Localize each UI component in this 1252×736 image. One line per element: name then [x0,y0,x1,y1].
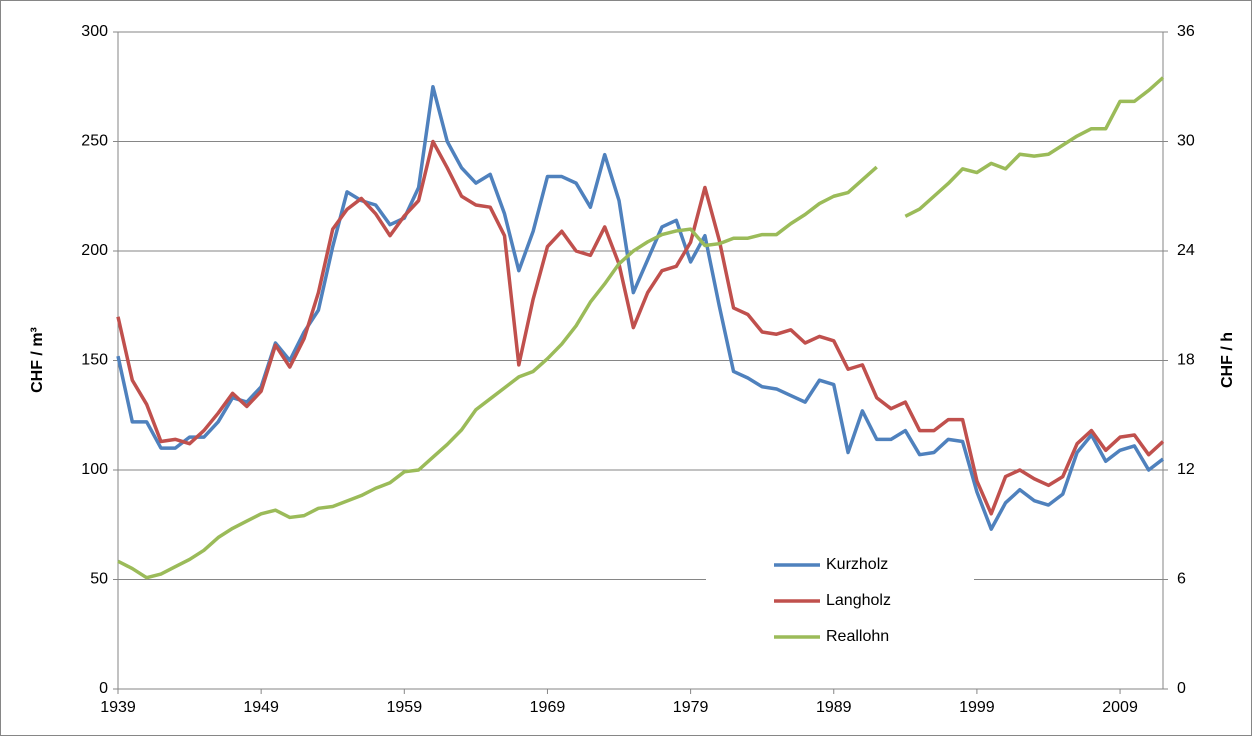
x-tick-label: 1939 [100,699,136,716]
y-tick-label: 300 [81,23,108,40]
y2-tick-label: 6 [1177,571,1186,588]
y2-tick-label: 24 [1177,242,1195,259]
series-line [116,139,1165,516]
x-tick-label: 1999 [959,699,995,716]
y2-tick-label: 18 [1177,352,1195,369]
x-tick-label: 1959 [387,699,423,716]
y-tick-label: 100 [81,461,108,478]
legend-label: Reallohn [826,628,889,645]
y-tick-label: 200 [81,242,108,259]
x-tick-label: 1969 [530,699,566,716]
legend-label: Kurzholz [826,556,888,573]
y2-tick-label: 0 [1177,680,1186,697]
y2-tick-label: 36 [1177,23,1195,40]
y-tick-label: 250 [81,133,108,150]
y-axis-label: CHF / m³ [29,327,46,393]
x-tick-label: 1979 [673,699,709,716]
y-tick-label: 0 [99,680,108,697]
legend-label: Langholz [826,592,891,609]
y2-tick-label: 12 [1177,461,1195,478]
legend-box [706,548,974,656]
y2-tick-label: 30 [1177,133,1195,150]
y-tick-label: 150 [81,352,108,369]
series-line [117,76,1165,580]
x-tick-label: 1949 [243,699,279,716]
y2-axis-label: CHF / h [1219,332,1236,388]
y-tick-label: 50 [90,571,108,588]
series-line [116,85,1165,531]
x-tick-label: 2009 [1102,699,1138,716]
x-tick-label: 1989 [816,699,852,716]
